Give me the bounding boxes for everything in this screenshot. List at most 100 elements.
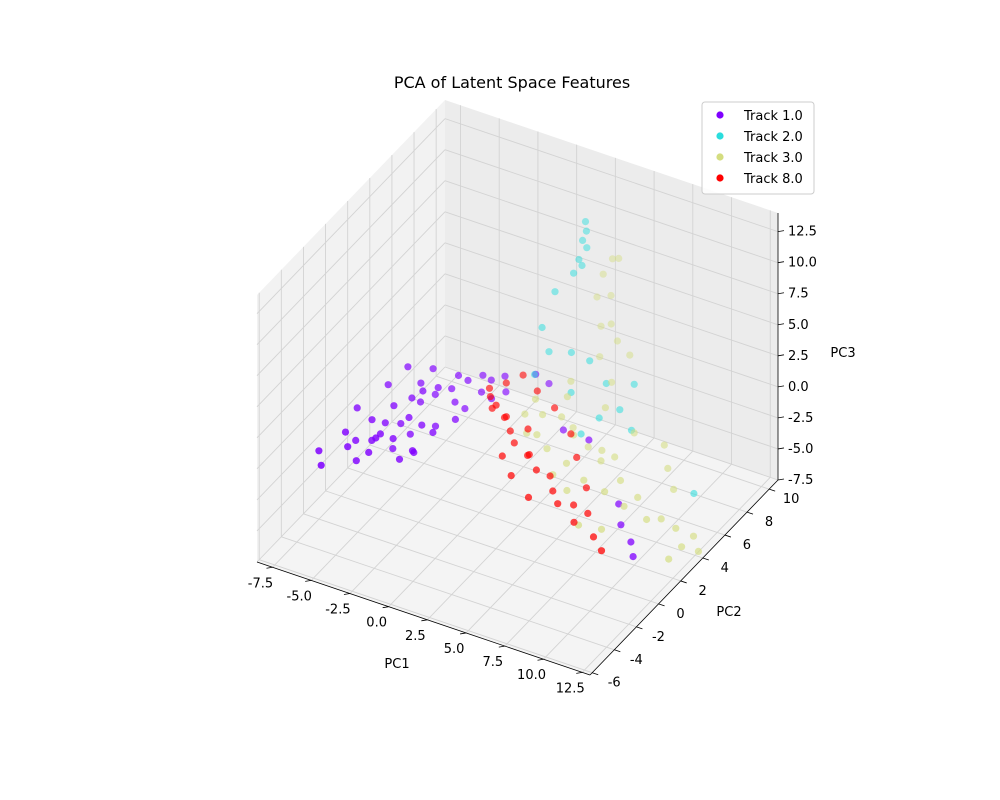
data-point (577, 430, 585, 438)
y-tick-label: 4 (721, 561, 729, 576)
y-tick-mark (769, 488, 776, 492)
data-point (417, 379, 425, 387)
z-tick-mark (777, 447, 785, 450)
x-tick-label: 7.5 (482, 655, 503, 670)
data-point (694, 547, 703, 556)
data-point (376, 430, 384, 438)
data-point (451, 415, 459, 423)
legend-marker (716, 153, 724, 161)
y-tick-label: -2 (652, 630, 665, 645)
x-tick-mark (537, 658, 544, 661)
y-axis-label: PC2 (716, 605, 741, 620)
z-tick-mark (777, 385, 785, 388)
x-tick-label: 5.0 (444, 642, 465, 657)
z-tick-mark (777, 416, 785, 419)
data-point (352, 436, 360, 444)
data-point (634, 493, 642, 501)
x-tick-label: 2.5 (405, 629, 426, 644)
z-tick-mark (777, 230, 785, 233)
data-point (485, 384, 494, 392)
legend-label: Track 2.0 (743, 130, 803, 145)
data-point (607, 320, 615, 328)
grid-line-y-floor (347, 467, 681, 582)
data-point (599, 270, 607, 278)
data-point (579, 236, 587, 244)
data-point (431, 422, 440, 430)
data-point (525, 451, 533, 459)
data-point (451, 398, 459, 406)
z-tick-label: 12.5 (788, 225, 817, 240)
y-tick-label: -6 (608, 676, 621, 691)
legend-marker (716, 132, 724, 140)
axis-lines (256, 213, 779, 676)
z-tick-label: 7.5 (788, 287, 809, 302)
y-tick-mark (702, 557, 709, 561)
data-point (570, 518, 578, 526)
data-point (368, 416, 376, 424)
x-tick-mark (382, 606, 389, 609)
series-track-3-0 (521, 254, 703, 563)
data-point (461, 405, 469, 413)
grid-line-y-floor (325, 490, 659, 605)
grid-line-z-back (444, 211, 779, 326)
y-tick-label: 8 (765, 515, 773, 530)
grid-line-z-back (444, 366, 779, 481)
data-point (581, 218, 590, 226)
legend-marker (716, 111, 724, 119)
grid-line-y-floor (281, 536, 615, 651)
data-point (502, 413, 510, 421)
data-point (596, 353, 604, 361)
data-point (532, 466, 541, 474)
data-point (657, 515, 665, 523)
data-point (607, 291, 615, 300)
data-point (381, 419, 389, 427)
x-tick-label: -7.5 (248, 576, 273, 591)
legend-marker (716, 174, 724, 182)
data-point (601, 404, 610, 412)
data-point (570, 269, 578, 277)
data-point (627, 538, 635, 546)
data-point (434, 384, 442, 392)
data-point (429, 365, 437, 373)
grid-line-z-back (444, 242, 779, 357)
data-point (598, 446, 606, 454)
x-tick-label: 12.5 (556, 681, 585, 696)
legend-label: Track 3.0 (743, 151, 803, 166)
data-point (546, 472, 554, 480)
data-point (630, 380, 638, 388)
tick-labels: -7.5-5.0-2.50.02.55.07.510.012.5 -6-4-202… (248, 225, 817, 697)
data-point (395, 455, 404, 463)
grid-line-y-floor (303, 513, 637, 628)
grid-line-z-left (256, 304, 446, 501)
z-tick-label: -5.0 (788, 442, 813, 457)
data-point (519, 371, 527, 379)
data-point (487, 376, 495, 384)
data-point (554, 500, 562, 508)
data-point (689, 532, 698, 540)
data-point (567, 377, 575, 385)
data-point (664, 464, 672, 472)
data-point (506, 427, 514, 435)
data-point (353, 404, 361, 412)
y-tick-label: 6 (743, 538, 751, 553)
data-point (524, 425, 532, 433)
x-tick-mark (343, 593, 350, 595)
data-point (601, 488, 609, 496)
grid-line-y-floor (391, 421, 726, 536)
grid-line-z-left (256, 180, 446, 377)
y-tick-mark (724, 534, 732, 538)
x-tick-mark (460, 632, 467, 635)
y-tick-label: 0 (676, 607, 684, 622)
grid-line-z-back (444, 304, 779, 419)
data-point (585, 436, 593, 444)
data-point (573, 453, 581, 461)
back-pane (445, 100, 778, 480)
y-tick-mark (680, 580, 687, 584)
data-point (507, 472, 515, 480)
data-point (582, 484, 591, 492)
y-tick-label: -4 (630, 653, 643, 668)
y-axis-line (589, 479, 779, 676)
data-point (670, 485, 678, 493)
data-point (620, 502, 628, 510)
data-point (448, 385, 456, 393)
